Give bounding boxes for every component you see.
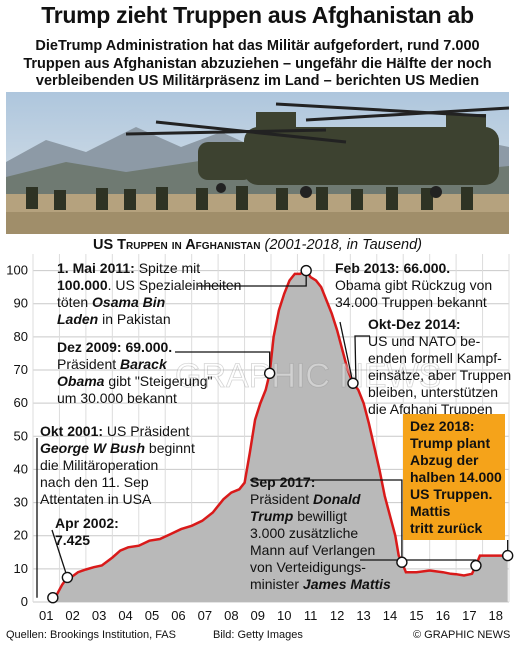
x-tick-label: 18 <box>489 608 503 623</box>
annotation-2009: Dez 2009: 69.000. Präsident Barack Obama… <box>57 339 216 406</box>
y-tick-label: 60 <box>14 395 28 410</box>
x-tick-label: 16 <box>436 608 450 623</box>
event-marker <box>263 367 276 380</box>
watermark: GRAPHIC NEWS <box>175 357 441 395</box>
x-tick-label: 04 <box>118 608 132 623</box>
leader-line <box>51 529 68 578</box>
leader-line <box>250 479 403 563</box>
highlight-box <box>403 414 505 540</box>
x-tick-label: 13 <box>356 608 370 623</box>
chart-title: US Truppen in Afghanistan (2001-2018, in… <box>0 237 515 253</box>
x-tick-label: 09 <box>251 608 265 623</box>
subtitle: DieTrump Administration hat das Militär … <box>23 38 492 89</box>
troop-chart: GRAPHIC NEWS 0 10 20 30 40 50 60 70 80 90 100 01 02… <box>6 254 515 623</box>
footer-sources: Quellen: Brookings Institution, FAS <box>6 629 176 641</box>
y-tick-label: 90 <box>14 296 28 311</box>
x-tick-label: 05 <box>145 608 159 623</box>
area-fill <box>52 270 508 602</box>
chart-title-range: (2001-2018, in Tausend) <box>264 237 422 253</box>
y-tick-label: 0 <box>21 594 28 609</box>
troop-line <box>51 268 508 599</box>
annotation-2002: Apr 2002: 7.425 <box>55 515 123 548</box>
event-marker <box>47 591 59 604</box>
chart-title-main: US Truppen in Afghanistan <box>92 237 261 253</box>
event-marker <box>470 559 482 572</box>
annotation-2014: Okt-Dez 2014: US und NATO be- enden form… <box>368 316 515 417</box>
footer-copyright: © GRAPHIC NEWS <box>413 629 511 641</box>
annotation-2017: Sep 2017: Präsident Donald Trump bewilli… <box>250 474 391 592</box>
y-tick-label: 100 <box>6 263 28 278</box>
headline: Trump zieht Truppen aus Afghanistan ab <box>41 2 474 28</box>
markers <box>47 264 514 604</box>
y-tick-label: 80 <box>14 329 28 344</box>
x-tick-label: 17 <box>462 608 476 623</box>
annotation-2013: Feb 2013: 66.000. Obama gibt Rückzug von… <box>335 260 496 310</box>
y-tick-label: 10 <box>14 561 28 576</box>
annotation-2018: Dez 2018: Trump plant Abzug der halben 1… <box>410 418 506 536</box>
y-axis: 0 10 20 30 40 50 60 70 80 90 100 <box>6 263 28 609</box>
leader-line <box>339 321 354 384</box>
x-tick-label: 07 <box>198 608 212 623</box>
x-tick-label: 01 <box>39 608 53 623</box>
event-marker <box>347 377 359 389</box>
event-marker <box>61 571 74 584</box>
x-tick-label: 11 <box>304 608 318 623</box>
x-axis: 01 02 03 04 05 06 07 08 09 10 11 12 13 14 15 16 17 18 <box>39 608 503 623</box>
footer-photo-credit: Bild: Getty Images <box>213 629 303 641</box>
x-tick-label: 15 <box>409 608 423 623</box>
x-tick-label: 08 <box>224 608 238 623</box>
event-marker <box>396 556 408 568</box>
x-tick-label: 10 <box>277 608 291 623</box>
x-tick-label: 06 <box>171 608 185 623</box>
y-tick-label: 20 <box>14 528 28 543</box>
annotation-2001: Okt 2001: US Präsident George W Bush beg… <box>40 423 199 507</box>
x-tick-label: 14 <box>383 608 397 623</box>
x-tick-label: 12 <box>330 608 344 623</box>
annotation-2011: 1. Mai 2011: Spitze mit 100.000. US Spez… <box>57 260 245 327</box>
y-tick-label: 30 <box>14 495 28 510</box>
event-marker <box>300 264 312 277</box>
y-tick-label: 70 <box>14 362 28 377</box>
helicopter-photo <box>6 92 509 234</box>
y-tick-label: 50 <box>14 428 28 443</box>
x-tick-label: 02 <box>65 608 79 623</box>
event-marker <box>501 549 514 562</box>
y-tick-label: 40 <box>14 461 28 476</box>
leader-line <box>175 351 271 374</box>
leader-line <box>354 335 370 384</box>
x-tick-label: 03 <box>92 608 106 623</box>
